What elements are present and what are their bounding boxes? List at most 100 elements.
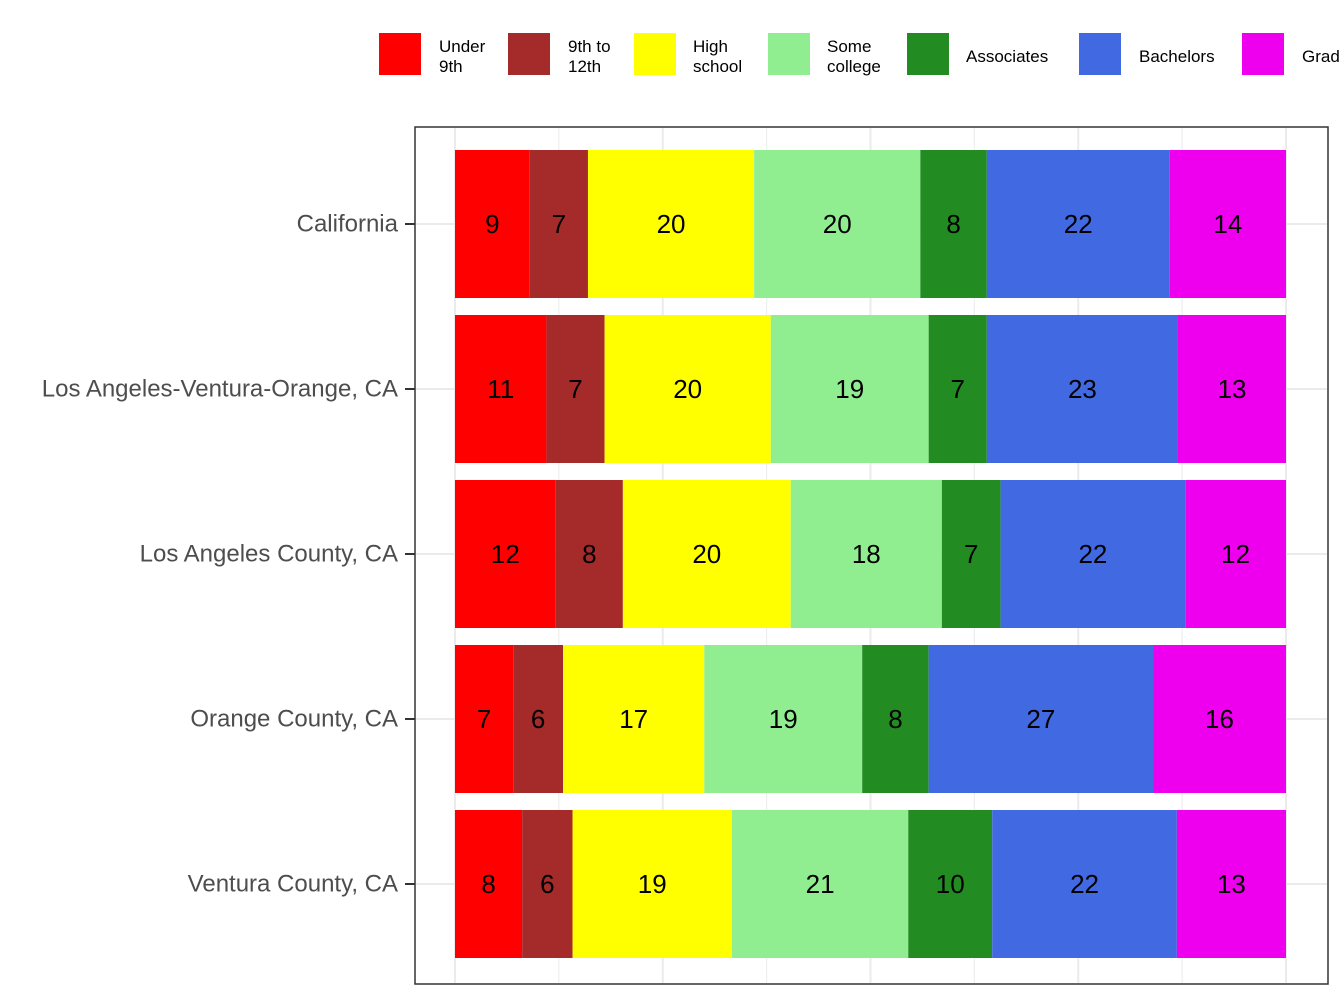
y-tick-label: Los Angeles-Ventura-Orange, CA (42, 376, 398, 403)
bar-segment-under-9th (455, 810, 523, 958)
legend-label: High school (693, 37, 742, 76)
bar-value-label: 7 (552, 209, 566, 239)
bar-segment-9th-to-12th (555, 480, 623, 628)
bar-segment-under-9th (455, 315, 547, 463)
bar-segment-high-school (622, 480, 791, 628)
bar-value-label: 17 (619, 704, 648, 734)
legend-key (768, 33, 810, 75)
y-tick-label: Los Angeles County, CA (140, 541, 398, 568)
legend-item-some-college: Some college (768, 33, 881, 76)
bar-segment-associates (941, 480, 1001, 628)
legend-key (1242, 33, 1284, 75)
bar-value-label: 22 (1064, 209, 1093, 239)
bar-value-label: 12 (491, 539, 520, 569)
legend-label: Bachelors (1139, 47, 1215, 66)
legend-label: Grad (1302, 47, 1340, 66)
bar-row-california: 9 7 20 20 8 22 14 (455, 150, 1286, 298)
bar-segment-bachelors (1000, 480, 1186, 628)
bar-segment-under-9th (455, 150, 530, 298)
legend-key (907, 33, 949, 75)
bar-segment-bachelors (986, 150, 1170, 298)
bar-segment-graduate (1177, 315, 1286, 463)
bar-row-los-angeles-county-ca: 12 8 20 18 7 22 12 (455, 480, 1286, 628)
legend-item-9th-to-12th: 9th to 12th (508, 33, 611, 76)
bar-value-label: 20 (692, 539, 721, 569)
legend-label: Under 9th (439, 37, 486, 76)
bar-value-label: 23 (1068, 374, 1097, 404)
bar-value-label: 22 (1078, 539, 1107, 569)
y-axis: California Los Angeles-Ventura-Orange, CA… (42, 211, 415, 898)
legend-label: Associates (966, 47, 1048, 66)
bar-value-label: 19 (835, 374, 864, 404)
y-tick-label: Orange County, CA (190, 706, 398, 733)
bar-row-los-angeles-ventura-orange-ca: 11 7 20 19 7 23 13 (455, 315, 1286, 463)
bar-segment-some-college (754, 150, 921, 298)
legend-item-under-9th: Under 9th (379, 33, 486, 76)
bar-segment-associates (862, 645, 929, 793)
bar-segment-under-9th (455, 645, 514, 793)
legend-key (1079, 33, 1121, 75)
legend-item-associates: Associates (907, 33, 1048, 75)
legend-key (379, 33, 421, 75)
bar-segment-9th-to-12th (513, 645, 564, 793)
plot-panel-border (414, 126, 1329, 985)
bar-row-ventura-county-ca: 8 6 19 21 10 22 13 (455, 810, 1286, 958)
legend-item-graduate: Grad (1242, 33, 1340, 75)
bar-segment-graduate (1176, 810, 1286, 958)
bar-segment-associates (908, 810, 993, 958)
bar-segment-high-school (572, 810, 732, 958)
y-tick-label: Ventura County, CA (188, 871, 398, 898)
bar-segment-high-school (587, 150, 755, 298)
bar-value-label: 20 (823, 209, 852, 239)
bar-value-label: 6 (531, 704, 545, 734)
legend-label: 9th to 12th (568, 37, 611, 76)
bar-value-label: 20 (657, 209, 686, 239)
bar-segment-high-school (604, 315, 771, 463)
bar-value-label: 6 (540, 869, 554, 899)
legend-label: Some college (827, 37, 881, 76)
bar-value-label: 22 (1070, 869, 1099, 899)
bar-segment-high-school (563, 645, 705, 793)
legend-key (634, 33, 676, 75)
bar-value-label: 12 (1221, 539, 1250, 569)
bar-row-orange-county-ca: 7 6 17 19 8 27 16 (455, 645, 1286, 793)
bar-segment-graduate (1185, 480, 1286, 628)
legend-key (508, 33, 550, 75)
bars: 9 7 20 20 8 22 14 11 7 20 19 7 23 13 12 8 20 18 7 22 12 7 6 17 1… (455, 150, 1286, 958)
bar-segment-9th-to-12th (546, 315, 605, 463)
bar-value-label: 11 (487, 374, 514, 404)
y-tick-label: California (297, 211, 399, 238)
bar-value-label: 20 (673, 374, 702, 404)
bar-segment-9th-to-12th (522, 810, 573, 958)
bar-value-label: 16 (1205, 704, 1234, 734)
legend-item-high-school: High school (634, 33, 742, 76)
bar-value-label: 7 (477, 704, 491, 734)
legend: Under 9th 9th to 12th High school Some college A… (379, 33, 1340, 76)
bar-segment-graduate (1169, 150, 1286, 298)
bar-segment-graduate (1153, 645, 1286, 793)
bar-segment-associates (928, 315, 987, 463)
bar-value-label: 19 (769, 704, 798, 734)
bar-value-label: 21 (806, 869, 835, 899)
bar-value-label: 8 (888, 704, 902, 734)
bar-value-label: 10 (936, 869, 965, 899)
bar-segment-associates (920, 150, 987, 298)
bar-value-label: 14 (1213, 209, 1242, 239)
legend-item-bachelors: Bachelors (1079, 33, 1215, 75)
bar-value-label: 8 (481, 869, 495, 899)
bar-value-label: 7 (951, 374, 965, 404)
bar-value-label: 7 (568, 374, 582, 404)
bar-segment-bachelors (992, 810, 1177, 958)
bar-segment-bachelors (928, 645, 1154, 793)
bar-segment-9th-to-12th (529, 150, 588, 298)
bar-segment-some-college (790, 480, 942, 628)
bar-value-label: 18 (852, 539, 881, 569)
bar-value-label: 9 (485, 209, 499, 239)
bar-segment-under-9th (455, 480, 556, 628)
bar-value-label: 8 (582, 539, 596, 569)
bar-value-label: 8 (946, 209, 960, 239)
bar-segment-some-college (704, 645, 863, 793)
bar-segment-some-college (770, 315, 929, 463)
bar-value-label: 19 (638, 869, 667, 899)
